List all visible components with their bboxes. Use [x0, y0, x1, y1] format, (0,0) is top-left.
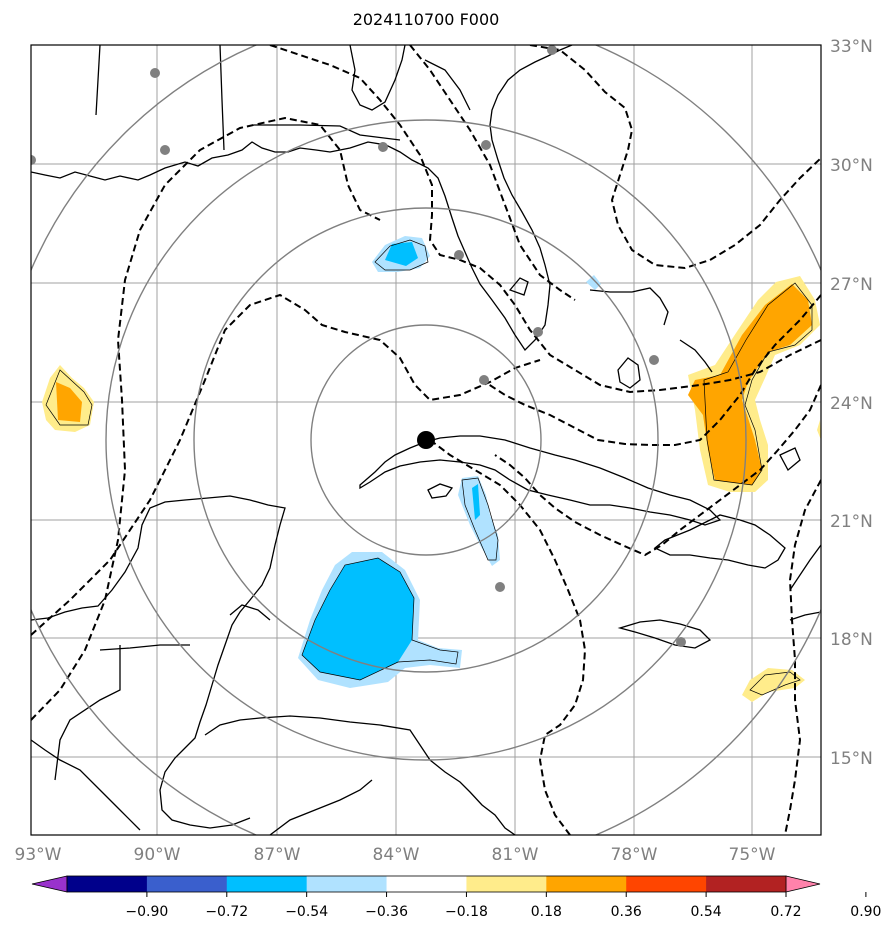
colorbar-segment [626, 876, 707, 892]
range-rings [31, 45, 821, 835]
colorbar-tick-label: −0.90 [125, 904, 168, 920]
lat-label: 27°N [830, 275, 873, 295]
colorbar-tick-label: 0.72 [770, 904, 801, 920]
lon-label: 78°W [611, 845, 658, 865]
map-content [31, 45, 821, 835]
latitude-labels: 33°N 30°N 27°N 24°N 21°N 18°N 15°N [830, 37, 873, 769]
coastlines [31, 45, 821, 835]
colorbar: −0.90 −0.72 −0.54 −0.36 −0.18 0.18 0.36 0.54 0.7… [31, 875, 881, 920]
positive-anomaly-areas [42, 276, 821, 702]
negative-anomaly-areas [298, 236, 601, 688]
colorbar-segment [546, 876, 627, 892]
lat-label: 30°N [830, 156, 873, 176]
colorbar-tick-label: −0.18 [445, 904, 488, 920]
colorbar-segment [306, 876, 388, 892]
gridlines [31, 45, 821, 835]
colorbar-max-extend [785, 875, 821, 893]
colorbar-tick-label: 0.54 [691, 904, 722, 920]
colorbar-min-extend [31, 875, 68, 893]
lon-label: 84°W [373, 845, 420, 865]
colorbar-segment [386, 876, 467, 892]
lat-label: 15°N [830, 749, 873, 769]
lon-label: 90°W [134, 845, 181, 865]
colorbar-segment [226, 876, 308, 892]
dashed-contours [31, 45, 821, 835]
colorbar-segment [466, 876, 547, 892]
colorbar-tick-label: 0.36 [611, 904, 642, 920]
colorbar-frame [66, 875, 787, 893]
colorbar-segment [146, 876, 228, 892]
lat-label: 18°N [830, 630, 873, 650]
lat-label: 33°N [830, 37, 873, 57]
map-title: 2024110700 F000 [352, 10, 500, 29]
lat-label: 24°N [830, 394, 873, 414]
longitude-labels: 93°W 90°W 87°W 84°W 81°W 78°W 75°W [15, 845, 776, 865]
lon-label: 81°W [492, 845, 539, 865]
colorbar-tick-label: −0.72 [205, 904, 248, 920]
lon-label: 87°W [254, 845, 301, 865]
colorbar-segment [67, 876, 148, 892]
lat-label: 21°N [830, 512, 873, 532]
storm-center-dot [417, 431, 435, 449]
colorbar-tick-label: 0.90 [850, 904, 881, 920]
colorbar-tick-label: −0.36 [365, 904, 408, 920]
colorbar-tick-label: 0.18 [531, 904, 562, 920]
colorbar-tick-label: −0.54 [285, 904, 328, 920]
field-contours [45, 239, 813, 696]
lon-label: 93°W [15, 845, 62, 865]
map-frame [30, 44, 822, 836]
colorbar-segment [706, 876, 787, 892]
station-markers [31, 45, 686, 647]
lon-label: 75°W [729, 845, 776, 865]
